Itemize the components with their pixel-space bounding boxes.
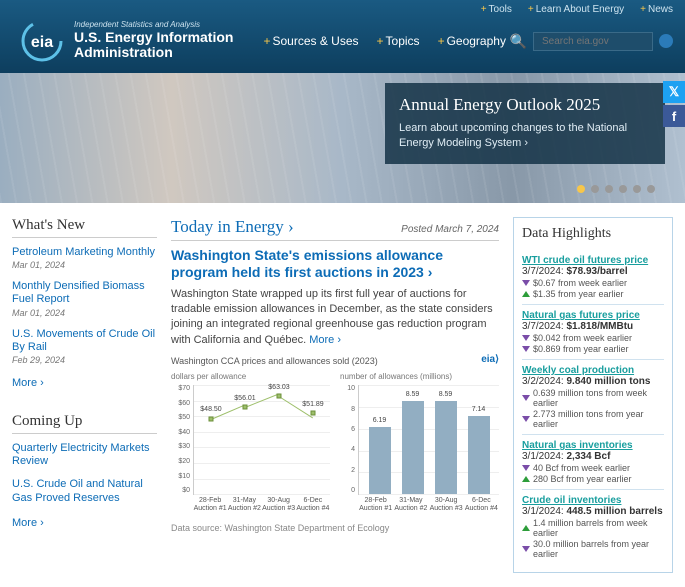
coming-up-item[interactable]: U.S. Crude Oil and Natural Gas Proved Re… xyxy=(12,478,157,504)
highlight-value: 3/7/2024: $78.93/barrel xyxy=(522,266,664,277)
logo-title-1: U.S. Energy Information xyxy=(74,30,233,45)
arrow-down-icon xyxy=(522,546,530,552)
chart-panel: dollars per allowance $70$60$50$40$30$20… xyxy=(171,368,499,516)
whats-new-item[interactable]: U.S. Movements of Crude Oil By Rail xyxy=(12,328,157,354)
eia-mini-logo-icon: eia⟩ xyxy=(481,354,499,365)
nav-sources[interactable]: +Sources & Uses xyxy=(263,34,358,48)
chart-overall-title: Washington CCA prices and allowances sol… xyxy=(171,356,378,366)
article-title[interactable]: Washington State's emissions allowance p… xyxy=(171,247,499,281)
hero-dot[interactable] xyxy=(633,185,641,193)
hero-dot[interactable] xyxy=(647,185,655,193)
topbar-learn[interactable]: +Learn About Energy xyxy=(528,4,624,15)
data-source: Data source: Washington State Department… xyxy=(171,523,499,533)
highlight-value: 3/2/2024: 9.840 million tons xyxy=(522,376,664,387)
hero-desc: Learn about upcoming changes to the Nati… xyxy=(399,121,651,152)
nav-topics[interactable]: +Topics xyxy=(377,34,420,48)
search-icon: 🔍 xyxy=(510,33,527,50)
article-more[interactable]: More › xyxy=(309,334,341,346)
data-highlights: Data Highlights WTI crude oil futures pr… xyxy=(513,217,673,573)
main-nav: +Sources & Uses +Topics +Geography xyxy=(263,34,505,48)
arrow-down-icon xyxy=(522,346,530,352)
facebook-icon[interactable]: f xyxy=(663,105,685,127)
whats-new-title: What's New xyxy=(12,217,157,238)
nav-geography[interactable]: +Geography xyxy=(438,34,506,48)
search-go-button[interactable] xyxy=(659,34,673,48)
social-links: 𝕏 f xyxy=(663,81,685,127)
twitter-icon[interactable]: 𝕏 xyxy=(663,81,685,103)
hero-dot[interactable] xyxy=(591,185,599,193)
arrow-up-icon xyxy=(522,291,530,297)
coming-up-more[interactable]: More › xyxy=(12,517,44,529)
highlight-name[interactable]: WTI crude oil futures price xyxy=(522,255,664,266)
site-header: +Tools +Learn About Energy +News eia Ind… xyxy=(0,0,685,73)
topbar: +Tools +Learn About Energy +News xyxy=(0,0,685,15)
highlight-name[interactable]: Natural gas inventories xyxy=(522,440,664,451)
posted-date: Posted March 7, 2024 xyxy=(401,224,499,235)
hero-title: Annual Energy Outlook 2025 xyxy=(399,95,651,115)
price-chart: dollars per allowance $70$60$50$40$30$20… xyxy=(171,372,330,512)
search-input[interactable] xyxy=(533,32,653,51)
hero-banner: Annual Energy Outlook 2025 Learn about u… xyxy=(0,73,685,203)
arrow-up-icon xyxy=(522,525,530,531)
logo[interactable]: eia Independent Statistics and Analysis … xyxy=(20,19,233,63)
highlight-value: 3/1/2024: 448.5 million barrels xyxy=(522,506,664,517)
article-body: Washington State wrapped up its first fu… xyxy=(171,287,499,349)
highlight-name[interactable]: Natural gas futures price xyxy=(522,310,664,321)
arrow-down-icon xyxy=(522,280,530,286)
svg-text:eia: eia xyxy=(31,34,53,51)
coming-up-title: Coming Up xyxy=(12,413,157,434)
main-article: Today in Energy › Posted March 7, 2024 W… xyxy=(171,217,499,573)
arrow-down-icon xyxy=(522,416,530,422)
arrow-down-icon xyxy=(522,465,530,471)
whats-new-more[interactable]: More › xyxy=(12,377,44,389)
arrow-up-icon xyxy=(522,476,530,482)
topbar-news[interactable]: +News xyxy=(640,4,673,15)
hero-dots xyxy=(577,185,655,193)
item-date: Feb 29, 2024 xyxy=(12,355,157,365)
arrow-down-icon xyxy=(522,335,530,341)
highlight-value: 3/7/2024: $1.818/MMBtu xyxy=(522,321,664,332)
highlight-value: 3/1/2024: 2,334 Bcf xyxy=(522,451,664,462)
highlight-name[interactable]: Weekly coal production xyxy=(522,365,664,376)
data-highlights-title: Data Highlights xyxy=(522,226,664,242)
whats-new-item[interactable]: Petroleum Marketing Monthly xyxy=(12,246,157,259)
whats-new-section: What's New Petroleum Marketing MonthlyMa… xyxy=(12,217,157,389)
coming-up-section: Coming Up Quarterly Electricity Markets … xyxy=(12,413,157,529)
item-date: Mar 01, 2024 xyxy=(12,308,157,318)
item-date: Mar 01, 2024 xyxy=(12,260,157,270)
hero-dot[interactable] xyxy=(577,185,585,193)
eia-logo-icon: eia xyxy=(20,19,64,63)
arrow-down-icon xyxy=(522,395,530,401)
allowances-chart: number of allowances (millions) 10864206… xyxy=(340,372,499,512)
topbar-tools[interactable]: +Tools xyxy=(481,4,512,15)
hero-dot[interactable] xyxy=(605,185,613,193)
hero-dot[interactable] xyxy=(619,185,627,193)
hero-overlay[interactable]: Annual Energy Outlook 2025 Learn about u… xyxy=(385,83,665,164)
coming-up-item[interactable]: Quarterly Electricity Markets Review xyxy=(12,442,157,468)
highlight-name[interactable]: Crude oil inventories xyxy=(522,495,664,506)
whats-new-item[interactable]: Monthly Densified Biomass Fuel Report xyxy=(12,280,157,306)
logo-title-2: Administration xyxy=(74,45,233,60)
today-in-energy-heading[interactable]: Today in Energy › xyxy=(171,217,294,236)
